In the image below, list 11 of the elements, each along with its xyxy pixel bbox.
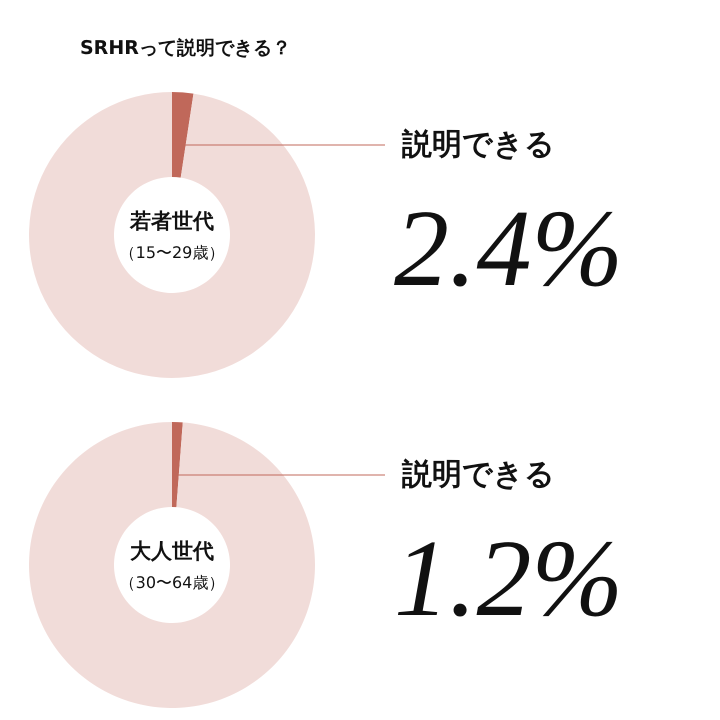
text: 大人世代 xyxy=(130,539,214,563)
data-label: 1.2% xyxy=(394,517,624,639)
donut-slice xyxy=(29,422,315,708)
data-label: 2.4% xyxy=(394,187,624,309)
text: 若者世代 xyxy=(129,209,214,233)
text: （15〜29歳） xyxy=(120,243,224,262)
slice-label: 説明できる xyxy=(401,457,555,492)
text: （30〜64歳） xyxy=(120,573,224,592)
chart-title: SRHRって説明できる？ xyxy=(80,37,291,59)
slice-label: 説明できる xyxy=(401,127,555,162)
donut-slice xyxy=(29,92,315,378)
